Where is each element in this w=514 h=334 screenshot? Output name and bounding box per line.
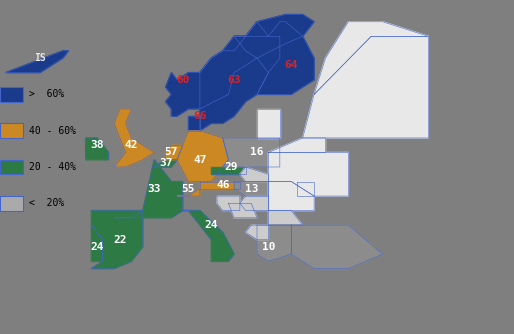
Text: 13: 13 — [245, 184, 258, 194]
Polygon shape — [91, 225, 103, 262]
FancyBboxPatch shape — [0, 124, 23, 138]
Text: 10: 10 — [262, 242, 275, 252]
Text: IS: IS — [34, 53, 46, 63]
Polygon shape — [240, 167, 268, 181]
Text: 66: 66 — [193, 111, 207, 121]
Text: 37: 37 — [159, 158, 172, 168]
Polygon shape — [217, 196, 240, 210]
Polygon shape — [234, 181, 268, 196]
Text: 20 - 40%: 20 - 40% — [29, 162, 76, 172]
Text: 24: 24 — [90, 242, 104, 252]
Polygon shape — [200, 36, 280, 131]
FancyBboxPatch shape — [0, 160, 23, 174]
Polygon shape — [166, 14, 314, 116]
Text: 40 - 60%: 40 - 60% — [29, 126, 76, 136]
Text: 16: 16 — [250, 148, 264, 157]
Polygon shape — [114, 160, 183, 218]
Polygon shape — [234, 22, 314, 95]
Polygon shape — [257, 109, 280, 138]
Text: 22: 22 — [113, 234, 126, 244]
Polygon shape — [189, 116, 200, 131]
Text: 46: 46 — [216, 180, 229, 190]
Polygon shape — [177, 189, 200, 196]
Text: 60: 60 — [176, 75, 190, 85]
Polygon shape — [268, 181, 314, 210]
Polygon shape — [166, 145, 183, 160]
Polygon shape — [154, 160, 177, 167]
Text: 55: 55 — [182, 184, 195, 194]
Polygon shape — [246, 225, 268, 239]
Polygon shape — [303, 36, 428, 138]
FancyBboxPatch shape — [0, 196, 23, 210]
Text: 33: 33 — [148, 184, 161, 194]
Polygon shape — [240, 196, 268, 210]
Polygon shape — [314, 22, 428, 95]
Polygon shape — [177, 131, 228, 181]
Polygon shape — [211, 167, 246, 174]
Polygon shape — [6, 51, 68, 72]
Text: 64: 64 — [285, 60, 298, 70]
Text: 57: 57 — [164, 148, 178, 157]
Polygon shape — [114, 109, 154, 167]
FancyBboxPatch shape — [0, 87, 23, 102]
Text: >  60%: > 60% — [29, 90, 64, 100]
Text: 24: 24 — [205, 220, 218, 230]
Polygon shape — [223, 138, 280, 167]
Polygon shape — [228, 203, 257, 218]
Polygon shape — [200, 181, 240, 189]
Text: 47: 47 — [193, 155, 207, 165]
Polygon shape — [268, 138, 325, 153]
Text: 29: 29 — [225, 162, 238, 172]
Text: 38: 38 — [90, 140, 104, 150]
Polygon shape — [291, 225, 382, 269]
Polygon shape — [257, 225, 291, 262]
Polygon shape — [91, 210, 143, 269]
Polygon shape — [268, 153, 348, 196]
Polygon shape — [268, 210, 303, 225]
Polygon shape — [183, 210, 234, 262]
Text: <  20%: < 20% — [29, 198, 64, 208]
Text: 42: 42 — [124, 140, 138, 150]
Polygon shape — [86, 138, 108, 160]
Polygon shape — [297, 181, 314, 196]
Text: 63: 63 — [227, 75, 241, 85]
